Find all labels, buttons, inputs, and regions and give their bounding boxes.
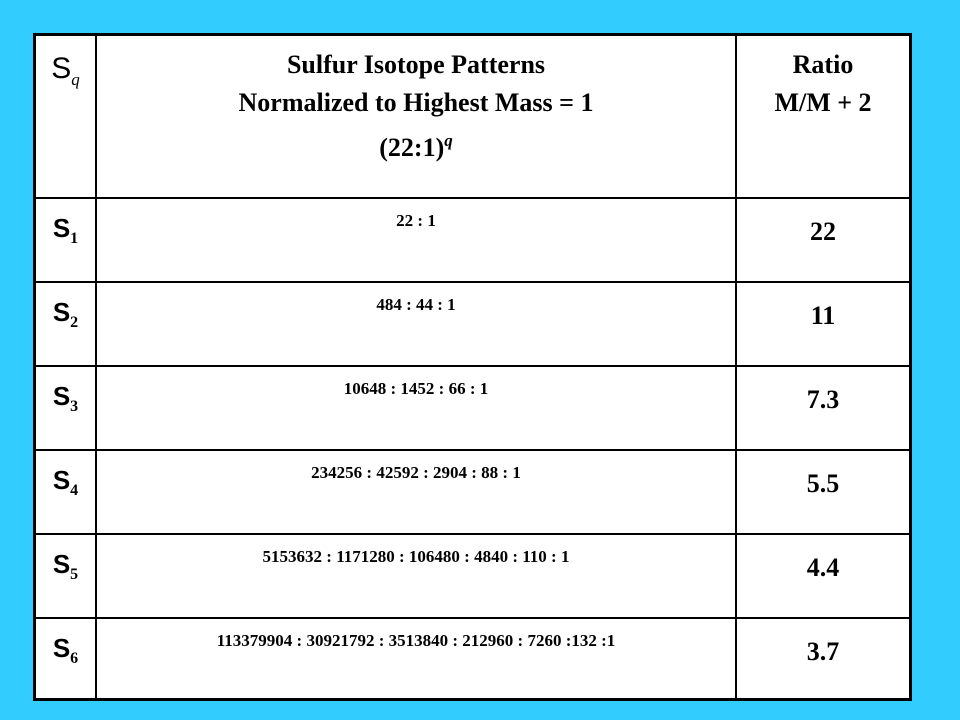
table-row: S5 5153632 : 1171280 : 106480 : 4840 : 1… bbox=[36, 533, 909, 619]
header-pattern-title-line2: Normalized to Highest Mass = 1 bbox=[238, 88, 594, 117]
row-symbol-cell: S2 bbox=[36, 281, 97, 367]
row-symbol-base: S bbox=[52, 381, 71, 411]
header-pattern-title-line3: (22:1)q bbox=[98, 122, 734, 167]
row-symbol-subscript: 3 bbox=[70, 398, 79, 415]
sulfur-isotope-table: Sq Sulfur Isotope Patterns Normalized to… bbox=[36, 36, 909, 700]
header-pattern-title-line1: Sulfur Isotope Patterns bbox=[286, 50, 546, 79]
row-ratio-cell: 5.5 bbox=[735, 449, 909, 535]
isotope-table-panel: Sq Sulfur Isotope Patterns Normalized to… bbox=[33, 33, 912, 701]
row-symbol-base: S bbox=[52, 213, 71, 243]
row-symbol-cell: S4 bbox=[36, 449, 97, 535]
row-symbol-subscript: 5 bbox=[70, 566, 79, 583]
table-row: S4 234256 : 42592 : 2904 : 88 : 1 5.5 bbox=[36, 449, 909, 535]
table-row: S2 484 : 44 : 1 11 bbox=[36, 281, 909, 367]
row-ratio-cell: 4.4 bbox=[735, 533, 909, 619]
row-symbol-subscript: 4 bbox=[70, 482, 79, 499]
row-pattern-cell: 5153632 : 1171280 : 106480 : 4840 : 110 … bbox=[95, 533, 737, 619]
row-symbol-subscript: 2 bbox=[70, 314, 79, 331]
row-symbol-base: S bbox=[52, 297, 71, 327]
row-symbol-cell: S5 bbox=[36, 533, 97, 619]
row-symbol-cell: S1 bbox=[36, 197, 97, 283]
row-symbol-cell: S3 bbox=[36, 365, 97, 451]
header-symbol-subscript: q bbox=[71, 70, 80, 89]
row-pattern-cell: 484 : 44 : 1 bbox=[95, 281, 737, 367]
header-pattern-title-line3-base: (22:1) bbox=[379, 133, 445, 162]
header-pattern-title-line3-superscript: q bbox=[444, 131, 453, 150]
row-pattern-cell: 22 : 1 bbox=[95, 197, 737, 283]
row-ratio-cell: 7.3 bbox=[735, 365, 909, 451]
header-ratio-cell: Ratio M/M + 2 bbox=[735, 36, 909, 199]
header-ratio-title-line2: M/M + 2 bbox=[774, 88, 872, 117]
row-ratio-cell: 3.7 bbox=[735, 617, 909, 700]
row-symbol-base: S bbox=[52, 465, 71, 495]
row-ratio-cell: 22 bbox=[735, 197, 909, 283]
row-pattern-cell: 113379904 : 30921792 : 3513840 : 212960 … bbox=[95, 617, 737, 700]
table-row: S1 22 : 1 22 bbox=[36, 197, 909, 283]
row-symbol-base: S bbox=[52, 633, 71, 663]
row-symbol-base: S bbox=[52, 549, 71, 579]
row-symbol-cell: S6 bbox=[36, 617, 97, 700]
table-header-row: Sq Sulfur Isotope Patterns Normalized to… bbox=[36, 36, 909, 199]
table-row: S6 113379904 : 30921792 : 3513840 : 2129… bbox=[36, 617, 909, 700]
row-symbol-subscript: 1 bbox=[70, 230, 79, 247]
header-symbol-cell: Sq bbox=[36, 36, 97, 199]
header-pattern-cell: Sulfur Isotope Patterns Normalized to Hi… bbox=[95, 36, 737, 199]
row-ratio-cell: 11 bbox=[735, 281, 909, 367]
header-symbol-base: S bbox=[51, 52, 72, 85]
row-symbol-subscript: 6 bbox=[70, 650, 79, 667]
row-pattern-cell: 234256 : 42592 : 2904 : 88 : 1 bbox=[95, 449, 737, 535]
table-row: S3 10648 : 1452 : 66 : 1 7.3 bbox=[36, 365, 909, 451]
header-ratio-title-line1: Ratio bbox=[792, 50, 854, 79]
row-pattern-cell: 10648 : 1452 : 66 : 1 bbox=[95, 365, 737, 451]
